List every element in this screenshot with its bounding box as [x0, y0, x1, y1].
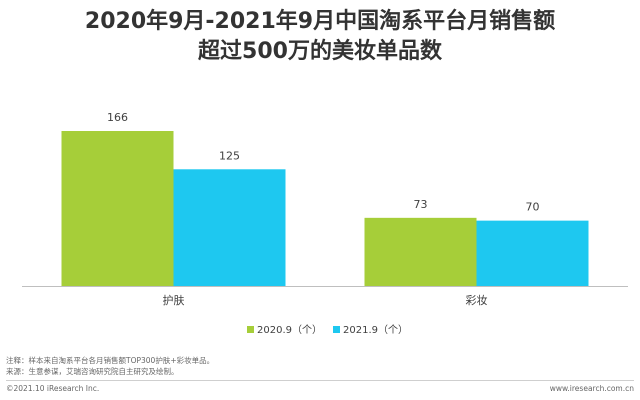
data-label: 125: [219, 149, 240, 162]
legend-swatch: [247, 326, 254, 333]
data-label: 70: [526, 201, 540, 214]
bar-彩妆-1: [476, 220, 589, 286]
bar-彩妆-0: [364, 217, 477, 286]
legend-label: 2021.9（个）: [343, 324, 408, 336]
source-note: 来源：生意参谋，艾瑞咨询研究院自主研究及绘制。: [6, 367, 179, 376]
data-label: 73: [414, 198, 428, 211]
data-label: 166: [107, 111, 128, 124]
category-label: 护肤: [163, 293, 185, 307]
copyright-text: ©2021.10 iResearch Inc.: [6, 384, 100, 393]
legend-label: 2020.9（个）: [257, 324, 322, 336]
bar-护肤-1: [173, 169, 286, 286]
chart-title-line-2: 超过500万的美妆单品数: [198, 39, 442, 64]
footer-divider: [6, 380, 634, 381]
category-label: 彩妆: [466, 294, 488, 307]
chart-title-line-1: 2020年9月-2021年9月中国淘系平台月销售额: [84, 9, 556, 34]
bar-chart: 166 125 护肤 73 70 彩妆 2020.9（个） 2021.9（个）: [22, 111, 628, 336]
legend-swatch: [333, 326, 340, 333]
bar-护肤-0: [61, 131, 174, 286]
website-text: www.iresearch.com.cn: [549, 384, 634, 393]
footnote: 注释：样本来自淘系平台各月销售额TOP300护肤+彩妆单品。: [6, 356, 215, 365]
legend: 2020.9（个） 2021.9（个）: [247, 324, 408, 336]
